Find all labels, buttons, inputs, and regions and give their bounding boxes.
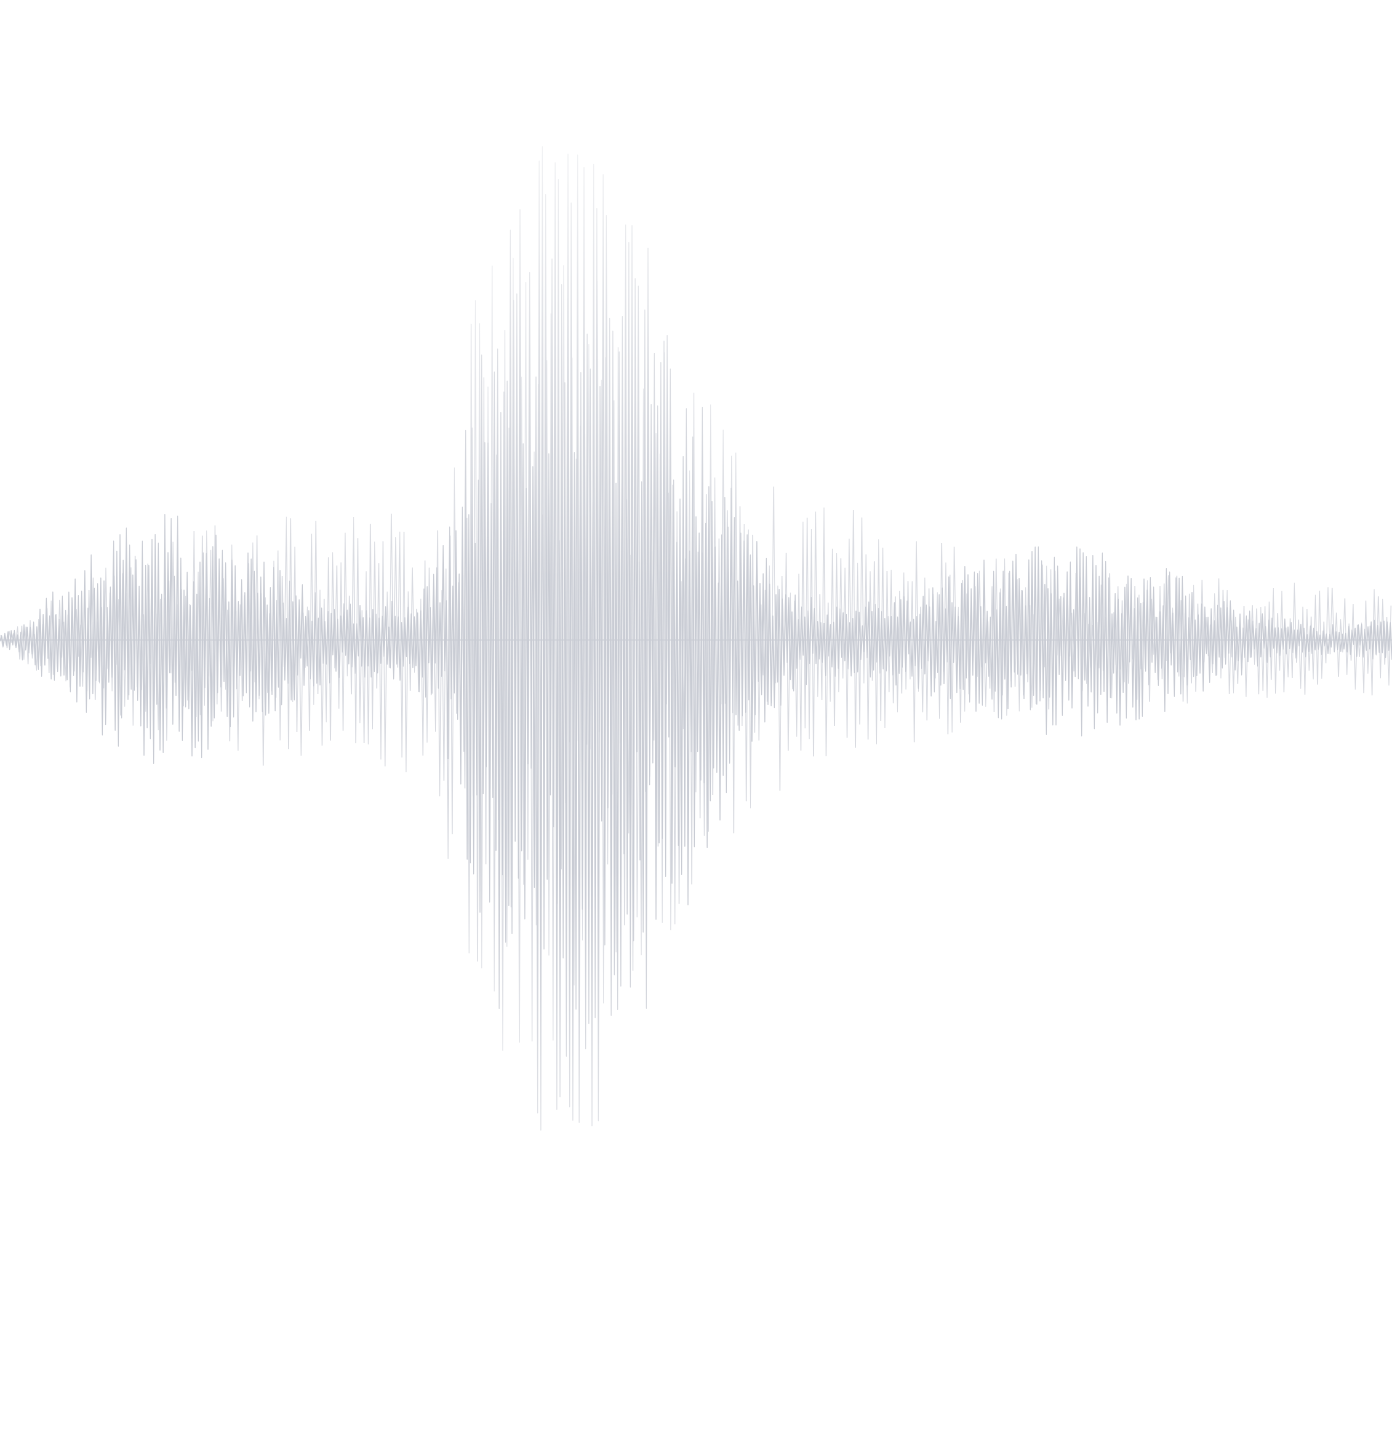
waveform-canvas (0, 0, 1392, 1448)
sound-wave-icon (0, 0, 1392, 1448)
vertical-fade (0, 0, 1392, 1448)
